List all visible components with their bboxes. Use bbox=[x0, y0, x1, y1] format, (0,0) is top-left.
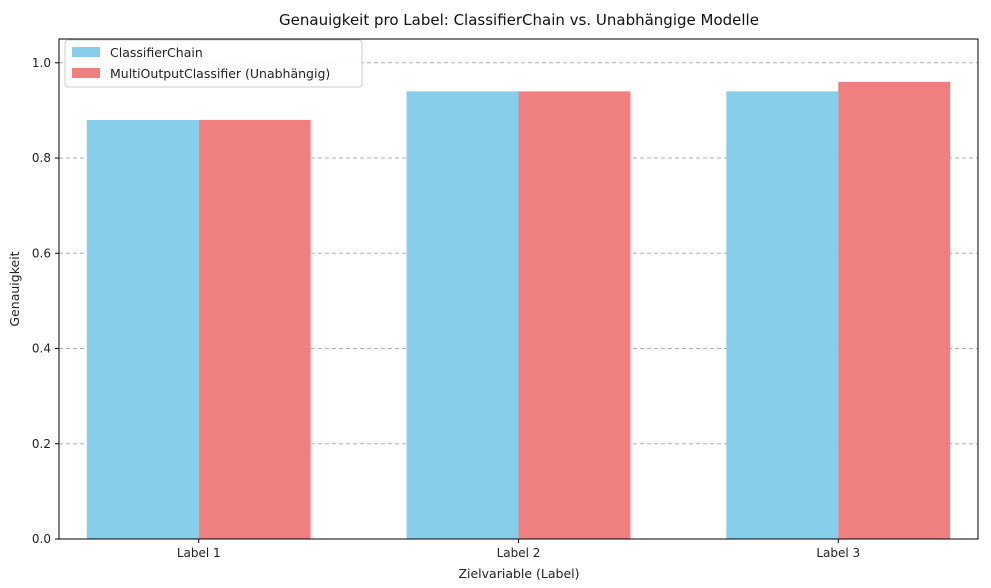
x-tick-label: Label 2 bbox=[497, 546, 541, 560]
bar-multioutput-3 bbox=[838, 81, 951, 539]
y-axis-ticks: 0.0 0.2 0.4 0.6 0.8 1.0 bbox=[32, 56, 59, 546]
y-tick-label: 0.2 bbox=[32, 437, 51, 451]
legend-label: MultiOutputClassifier (Unabhängig) bbox=[110, 66, 330, 81]
x-tick-label: Label 1 bbox=[177, 546, 221, 560]
y-tick-label: 0.4 bbox=[32, 342, 51, 356]
x-tick-label: Label 3 bbox=[816, 546, 860, 560]
y-tick-label: 0.0 bbox=[32, 532, 51, 546]
y-tick-label: 0.8 bbox=[32, 151, 51, 165]
legend: ClassifierChain MultiOutputClassifier (Un… bbox=[64, 39, 363, 88]
bar-classifierchain-3 bbox=[726, 91, 839, 539]
y-tick-label: 0.6 bbox=[32, 246, 51, 260]
legend-swatch bbox=[72, 47, 100, 57]
bar-classifierchain-2 bbox=[406, 91, 519, 539]
bar-multioutput-1 bbox=[198, 119, 311, 539]
legend-swatch bbox=[72, 68, 100, 78]
chart-title: Genauigkeit pro Label: ClassifierChain v… bbox=[279, 11, 759, 29]
bar-multioutput-2 bbox=[518, 91, 631, 539]
y-tick-label: 1.0 bbox=[32, 56, 51, 70]
bars bbox=[86, 81, 951, 539]
y-axis-title: Genauigkeit bbox=[7, 251, 22, 326]
legend-box bbox=[64, 39, 363, 88]
legend-label: ClassifierChain bbox=[110, 45, 203, 60]
x-axis-ticks: Label 1 Label 2 Label 3 bbox=[177, 539, 860, 560]
x-axis-title: Zielvariable (Label) bbox=[458, 566, 579, 581]
bar-classifierchain-1 bbox=[86, 119, 199, 539]
